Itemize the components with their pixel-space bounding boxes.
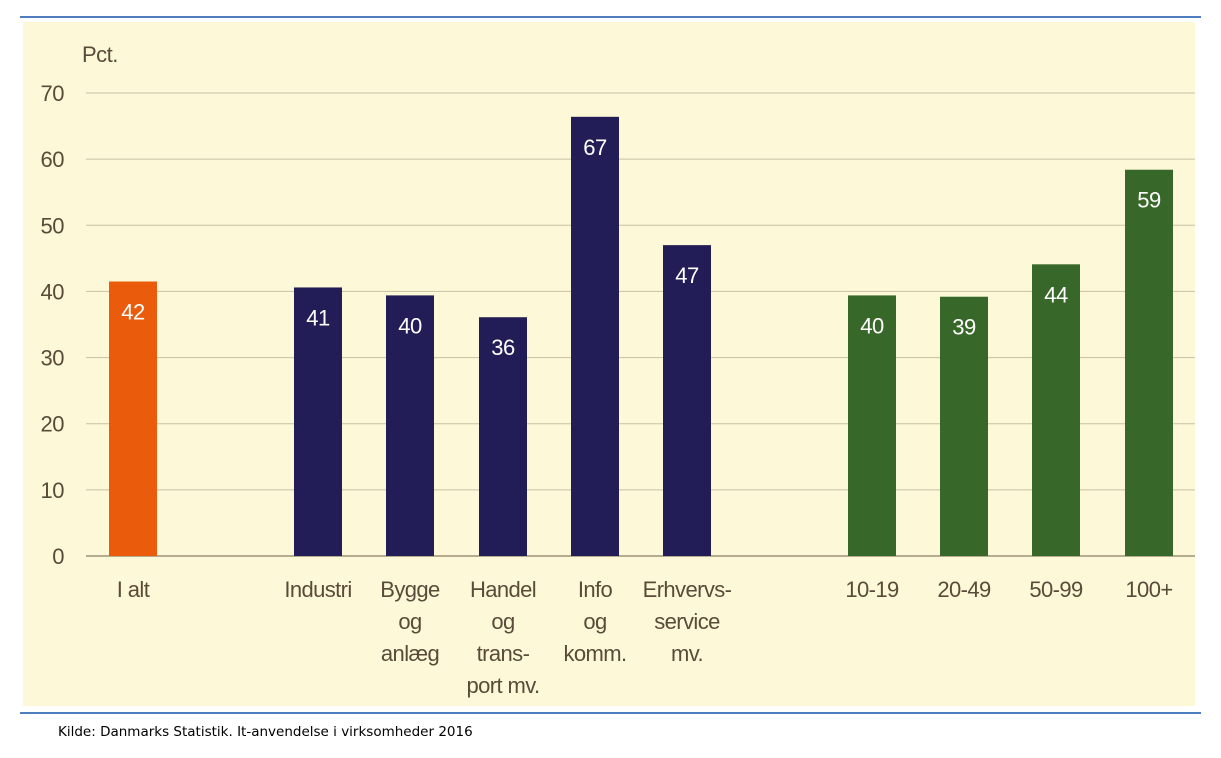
y-tick-label: 20 [41, 412, 65, 437]
x-tick-label: og [491, 609, 514, 634]
bar [386, 295, 434, 556]
x-tick-label: Erhvervs- [643, 577, 732, 602]
x-tick-label: trans- [477, 641, 530, 666]
x-tick-label: Handel [470, 577, 536, 602]
y-axis-label: Pct. [82, 42, 118, 67]
x-tick-label: 100+ [1125, 577, 1172, 602]
bar [571, 116, 619, 556]
bar-value-label: 67 [583, 135, 607, 160]
y-tick-label: 30 [41, 346, 65, 371]
bar [663, 245, 711, 556]
bar-value-label: 40 [398, 313, 422, 338]
x-tick-label: Bygge [380, 577, 440, 602]
x-tick-label: Info [578, 577, 613, 602]
bar-value-label: 42 [121, 300, 145, 325]
y-tick-label: 70 [41, 81, 65, 106]
bar-value-label: 40 [860, 313, 884, 338]
source-note: Kilde: Danmarks Statistik. It-anvendelse… [58, 724, 473, 740]
x-tick-label: 10-19 [845, 577, 899, 602]
bar [1032, 264, 1080, 556]
bottom-rule [20, 712, 1201, 714]
x-tick-label: Industri [284, 577, 351, 602]
x-tick-label: og [398, 609, 421, 634]
bar [109, 281, 157, 556]
bar [848, 295, 896, 556]
y-tick-label: 10 [41, 478, 65, 503]
x-tick-label: mv. [671, 641, 703, 666]
x-tick-label: I alt [117, 577, 150, 602]
y-tick-label: 60 [41, 147, 65, 172]
y-tick-label: 50 [41, 213, 65, 238]
bar-value-label: 59 [1137, 188, 1161, 213]
top-rule [20, 16, 1201, 18]
bar-value-label: 44 [1044, 282, 1068, 307]
x-tick-label: service [654, 609, 720, 634]
bar [940, 296, 988, 556]
x-tick-label: 50-99 [1029, 577, 1083, 602]
x-tick-label: 20-49 [937, 577, 991, 602]
y-tick-label: 40 [41, 279, 65, 304]
bar [294, 287, 342, 556]
x-tick-label: komm. [563, 641, 626, 666]
bar-value-label: 39 [952, 315, 976, 340]
bar-value-label: 47 [675, 263, 699, 288]
x-tick-label: anlæg [381, 641, 439, 666]
bar [1125, 169, 1173, 556]
bar-value-label: 41 [306, 305, 330, 330]
bar [479, 317, 527, 556]
x-tick-label: port mv. [466, 673, 539, 698]
x-tick-label: og [583, 609, 606, 634]
bar-value-label: 36 [491, 335, 515, 360]
y-tick-label: 0 [52, 544, 64, 569]
